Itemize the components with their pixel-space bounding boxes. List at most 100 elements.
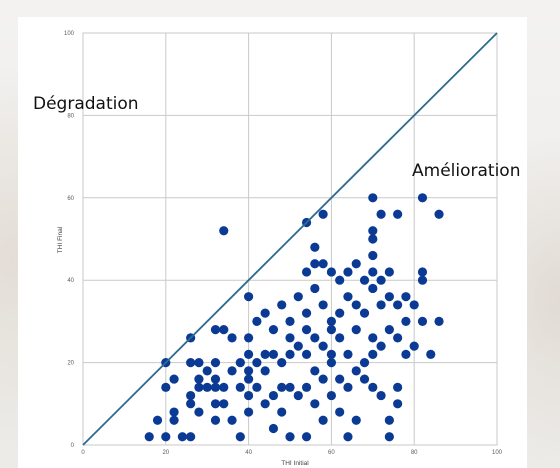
data-point xyxy=(393,209,403,219)
data-point xyxy=(376,341,386,351)
data-point xyxy=(384,292,394,302)
data-point xyxy=(417,316,428,326)
data-point xyxy=(244,407,254,417)
data-point xyxy=(219,399,229,409)
data-point xyxy=(409,341,419,351)
data-point xyxy=(417,275,428,285)
data-point xyxy=(210,374,221,384)
data-point xyxy=(368,283,378,294)
y-axis-label: THI Final xyxy=(57,226,64,253)
data-point xyxy=(277,300,287,310)
data-point xyxy=(343,382,353,392)
data-point xyxy=(368,234,378,244)
diagonal-layer xyxy=(82,32,498,446)
data-point xyxy=(335,407,345,417)
data-point xyxy=(260,349,270,359)
data-point xyxy=(351,325,361,335)
data-point xyxy=(293,292,303,302)
data-point xyxy=(393,399,403,409)
data-point xyxy=(351,259,361,269)
data-point xyxy=(169,407,179,417)
data-point xyxy=(152,415,163,425)
data-point xyxy=(384,325,394,335)
data-point xyxy=(268,349,279,359)
data-point xyxy=(301,349,312,359)
data-point xyxy=(351,415,361,425)
data-point xyxy=(368,382,378,392)
data-point xyxy=(318,374,328,384)
grid-layer xyxy=(82,32,498,446)
y-tick-label: 60 xyxy=(67,196,74,202)
y-tick-label: 20 xyxy=(67,361,74,367)
data-point xyxy=(210,399,221,409)
data-point xyxy=(260,399,270,409)
x-tick-label: 0 xyxy=(81,450,85,456)
data-point xyxy=(285,316,295,326)
data-point xyxy=(326,325,336,335)
data-point xyxy=(417,267,428,277)
data-point xyxy=(293,390,303,401)
data-point xyxy=(252,382,262,392)
data-point xyxy=(161,382,171,392)
data-point xyxy=(244,366,254,376)
data-point xyxy=(310,399,320,409)
data-point xyxy=(268,390,279,401)
data-point xyxy=(335,333,345,343)
data-point xyxy=(186,390,196,401)
data-point xyxy=(384,432,394,442)
data-point xyxy=(210,325,221,335)
data-point xyxy=(351,300,361,310)
data-point xyxy=(343,432,353,442)
data-point xyxy=(227,415,237,425)
data-point xyxy=(310,283,320,294)
data-point xyxy=(169,374,179,384)
data-point xyxy=(359,358,370,368)
y-tick-label: 40 xyxy=(67,278,74,284)
data-point xyxy=(318,341,328,351)
data-point xyxy=(293,341,303,351)
data-point xyxy=(376,209,386,219)
x-tick-label: 100 xyxy=(492,450,503,456)
annotation-degradation: Dégradation xyxy=(33,94,139,114)
data-point xyxy=(244,374,254,384)
x-axis-label: THI Initial xyxy=(281,460,309,467)
data-point xyxy=(277,407,287,417)
data-point xyxy=(343,349,353,359)
data-point xyxy=(285,432,295,442)
data-point xyxy=(285,333,295,343)
data-point xyxy=(235,432,245,442)
data-point xyxy=(301,308,312,318)
data-point xyxy=(310,333,320,343)
data-point xyxy=(194,382,204,392)
data-point xyxy=(417,193,428,203)
data-point xyxy=(235,358,245,368)
data-point xyxy=(244,390,254,401)
data-point xyxy=(301,267,312,277)
data-point xyxy=(210,415,221,425)
data-point xyxy=(169,415,179,425)
data-point xyxy=(434,316,444,326)
points-layer xyxy=(144,193,444,442)
data-point xyxy=(351,366,361,376)
data-point xyxy=(384,415,394,425)
data-point xyxy=(202,382,212,392)
data-point xyxy=(244,292,254,302)
data-point xyxy=(244,333,254,343)
data-point xyxy=(368,193,378,203)
x-tick-label: 20 xyxy=(162,450,169,456)
x-tick-label: 80 xyxy=(411,450,418,456)
data-point xyxy=(393,300,403,310)
data-point xyxy=(301,432,312,442)
data-point xyxy=(177,432,187,442)
y-tick-label: 100 xyxy=(64,31,75,37)
data-point xyxy=(318,300,328,310)
data-point xyxy=(235,382,245,392)
data-point xyxy=(393,333,403,343)
data-point xyxy=(252,316,262,326)
data-point xyxy=(359,374,370,384)
data-point xyxy=(376,300,386,310)
data-point xyxy=(326,358,336,368)
data-point xyxy=(194,374,204,384)
data-point xyxy=(244,349,254,359)
data-point xyxy=(194,358,204,368)
